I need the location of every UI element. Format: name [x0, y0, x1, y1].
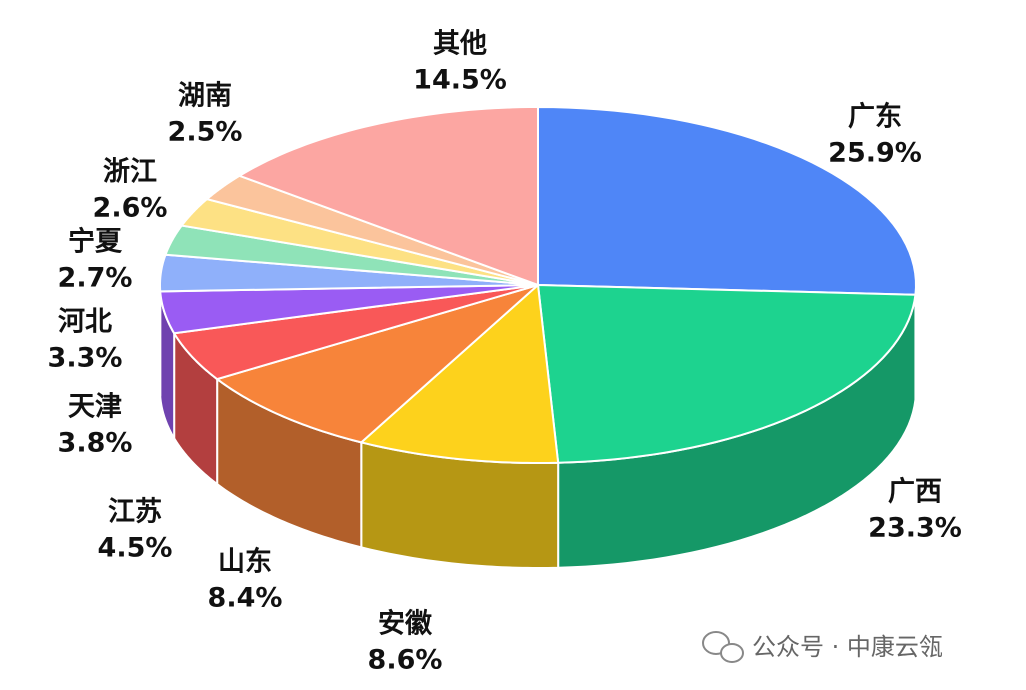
slice	[359, 282, 560, 465]
slice-label: 安徽	[378, 609, 433, 640]
slice	[537, 105, 917, 296]
watermark-icon	[702, 631, 744, 663]
slice-label: 山东	[218, 546, 272, 578]
value-label: 2.5%	[168, 117, 243, 148]
slice	[204, 174, 539, 286]
value-label: 8.6%	[368, 645, 443, 676]
slice-label: 江苏	[108, 497, 162, 528]
value-label: 8.4%	[208, 583, 283, 614]
value-label: 25.9%	[828, 138, 922, 169]
slice	[179, 197, 539, 286]
slice-label: 宁夏	[68, 226, 123, 258]
slice-label: 河北	[58, 307, 112, 338]
watermark: 公众号 · 中康云瓴	[752, 633, 943, 661]
slice	[237, 105, 539, 287]
value-label: 3.3%	[48, 343, 123, 374]
slice-label: 广西	[888, 477, 942, 508]
slice	[158, 253, 539, 293]
value-label: 3.8%	[58, 428, 133, 459]
slice-label: 浙江	[103, 157, 157, 188]
slice-label: 广东	[848, 101, 902, 133]
value-label: 14.5%	[413, 65, 507, 96]
slice-label: 其他	[433, 29, 487, 60]
slice-label: 湖南	[178, 81, 232, 112]
slice-label: 天津	[68, 392, 122, 423]
value-label: 2.6%	[93, 193, 168, 224]
labels: 广东 25.9% 广西 23.3% 安徽 8.6% 山东 8.4% 江苏 4.5% 天津 3.8% 河北…	[48, 29, 962, 676]
slice	[214, 284, 539, 444]
value-label: 2.7%	[58, 263, 133, 294]
slice	[172, 284, 539, 381]
value-label: 4.5%	[98, 533, 173, 564]
slice	[159, 284, 539, 335]
pie-tops	[158, 105, 917, 465]
value-label: 23.3%	[868, 513, 962, 544]
slice	[536, 283, 917, 464]
